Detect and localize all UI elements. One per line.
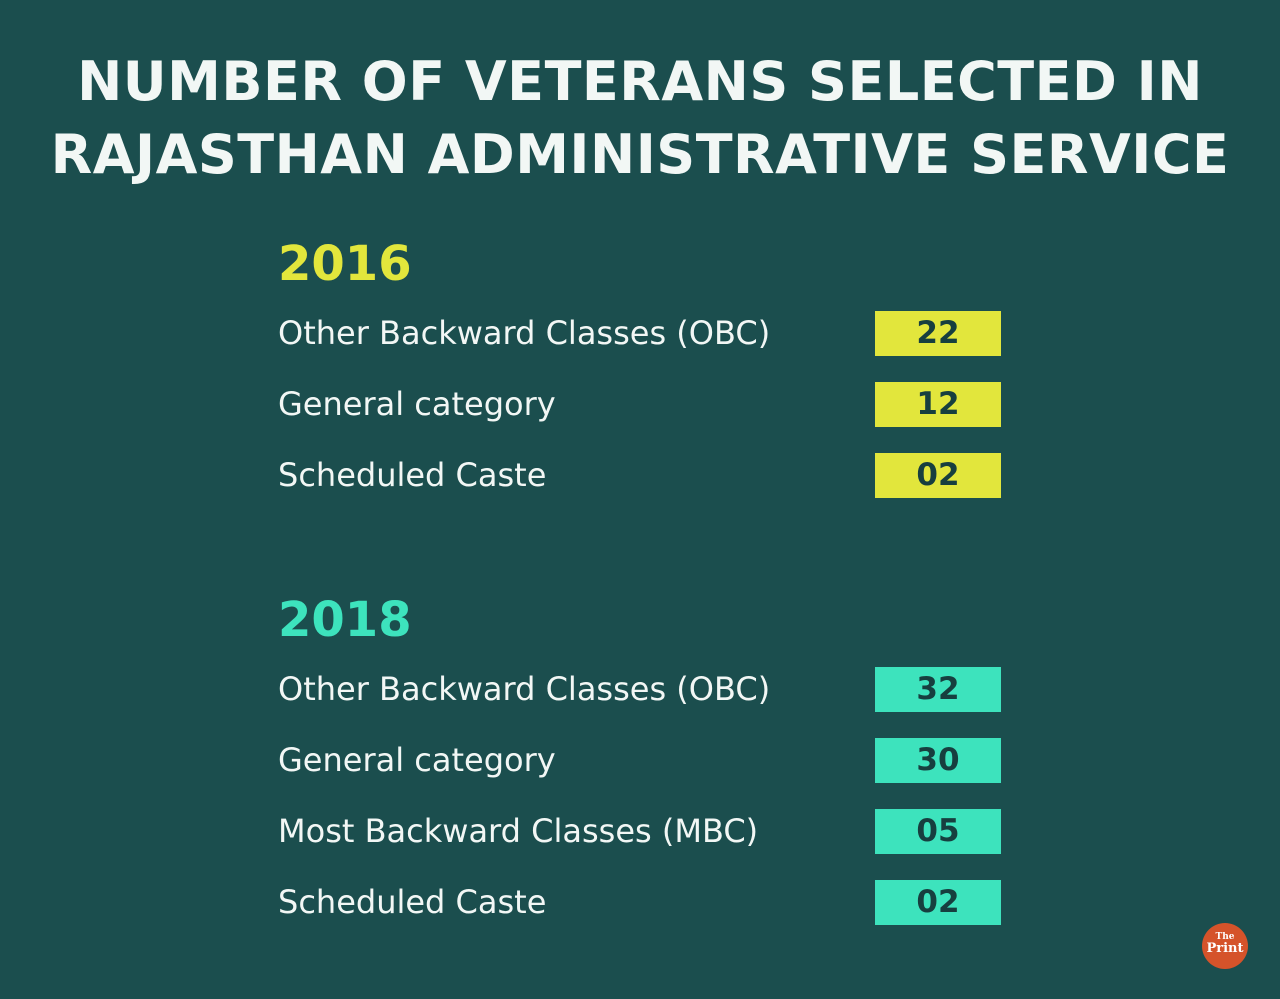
category-label: Most Backward Classes (MBC) bbox=[278, 812, 759, 850]
category-label: General category bbox=[278, 741, 556, 779]
category-label: General category bbox=[278, 385, 556, 423]
value-box: 22 bbox=[875, 311, 1001, 356]
table-row: Scheduled Caste 02 bbox=[278, 453, 1001, 498]
theprint-logo: The Print bbox=[1202, 923, 1248, 969]
year-heading-2018: 2018 bbox=[278, 592, 412, 648]
value-box: 02 bbox=[875, 453, 1001, 498]
table-row: Other Backward Classes (OBC) 22 bbox=[278, 311, 1001, 356]
category-label: Other Backward Classes (OBC) bbox=[278, 314, 771, 352]
year-heading-2016: 2016 bbox=[278, 236, 412, 292]
table-row: General category 30 bbox=[278, 738, 1001, 783]
logo-text-print: Print bbox=[1206, 941, 1244, 956]
value-box: 32 bbox=[875, 667, 1001, 712]
category-label: Other Backward Classes (OBC) bbox=[278, 670, 771, 708]
category-label: Scheduled Caste bbox=[278, 456, 547, 494]
value-box: 30 bbox=[875, 738, 1001, 783]
value-box: 02 bbox=[875, 880, 1001, 925]
value-box: 05 bbox=[875, 809, 1001, 854]
table-row: Most Backward Classes (MBC) 05 bbox=[278, 809, 1001, 854]
table-row: General category 12 bbox=[278, 382, 1001, 427]
chart-title-line-1: NUMBER OF VETERANS SELECTED IN bbox=[77, 50, 1203, 113]
table-row: Other Backward Classes (OBC) 32 bbox=[278, 667, 1001, 712]
chart-title-line-2: RAJASTHAN ADMINISTRATIVE SERVICE bbox=[50, 123, 1230, 186]
logo-text-the: The bbox=[1215, 932, 1235, 942]
value-box: 12 bbox=[875, 382, 1001, 427]
category-label: Scheduled Caste bbox=[278, 883, 547, 921]
table-row: Scheduled Caste 02 bbox=[278, 880, 1001, 925]
